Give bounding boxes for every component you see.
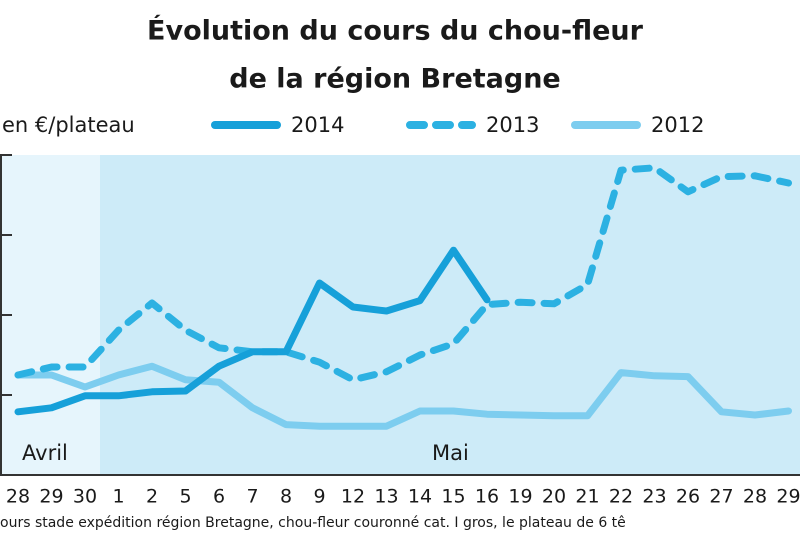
x-tick-label: 13: [374, 486, 398, 508]
x-tick-label: 8: [280, 486, 292, 508]
x-tick-label: 5: [179, 486, 191, 508]
x-tick-label: 1: [112, 486, 124, 508]
chart-title: Évolution du cours du chou-fleur: [147, 15, 644, 47]
annotation: Avril: [22, 441, 68, 465]
legend-label: 2014: [291, 113, 344, 137]
x-tick-label: 20: [542, 486, 566, 508]
line-series: [14, 362, 792, 430]
x-tick-label: 2: [146, 486, 158, 508]
x-tick-label: 27: [709, 486, 733, 508]
x-tick-label: 29: [39, 486, 63, 508]
x-tick-label: 16: [475, 486, 499, 508]
line-series: [14, 246, 491, 416]
x-tick-label: 19: [508, 486, 532, 508]
x-tick-label: 23: [642, 486, 666, 508]
x-tick-label: 9: [313, 486, 325, 508]
line-series: [14, 164, 792, 384]
x-tick-label: 12: [341, 486, 365, 508]
legend-label: 2013: [486, 113, 539, 137]
x-tick-label: 28: [6, 486, 30, 508]
x-tick-label: 7: [246, 486, 258, 508]
chart-title: de la région Bretagne: [229, 64, 561, 95]
x-tick-label: 22: [609, 486, 633, 508]
x-tick-label: 6: [213, 486, 225, 508]
x-tick-label: 21: [575, 486, 599, 508]
x-tick-label: 30: [73, 486, 97, 508]
y-axis-label: en €/plateau: [2, 113, 135, 137]
x-tick-label: 26: [676, 486, 700, 508]
footnote: ours stade expédition région Bretagne, c…: [0, 515, 626, 531]
x-tick-label: 15: [441, 486, 465, 508]
plot-background: [100, 155, 800, 475]
x-tick-label: 14: [408, 486, 432, 508]
legend-label: 2012: [651, 113, 704, 137]
april-band: [0, 155, 100, 475]
annotation: Mai: [432, 441, 469, 465]
x-tick-label: 29: [776, 486, 800, 508]
x-tick-label: 28: [743, 486, 767, 508]
